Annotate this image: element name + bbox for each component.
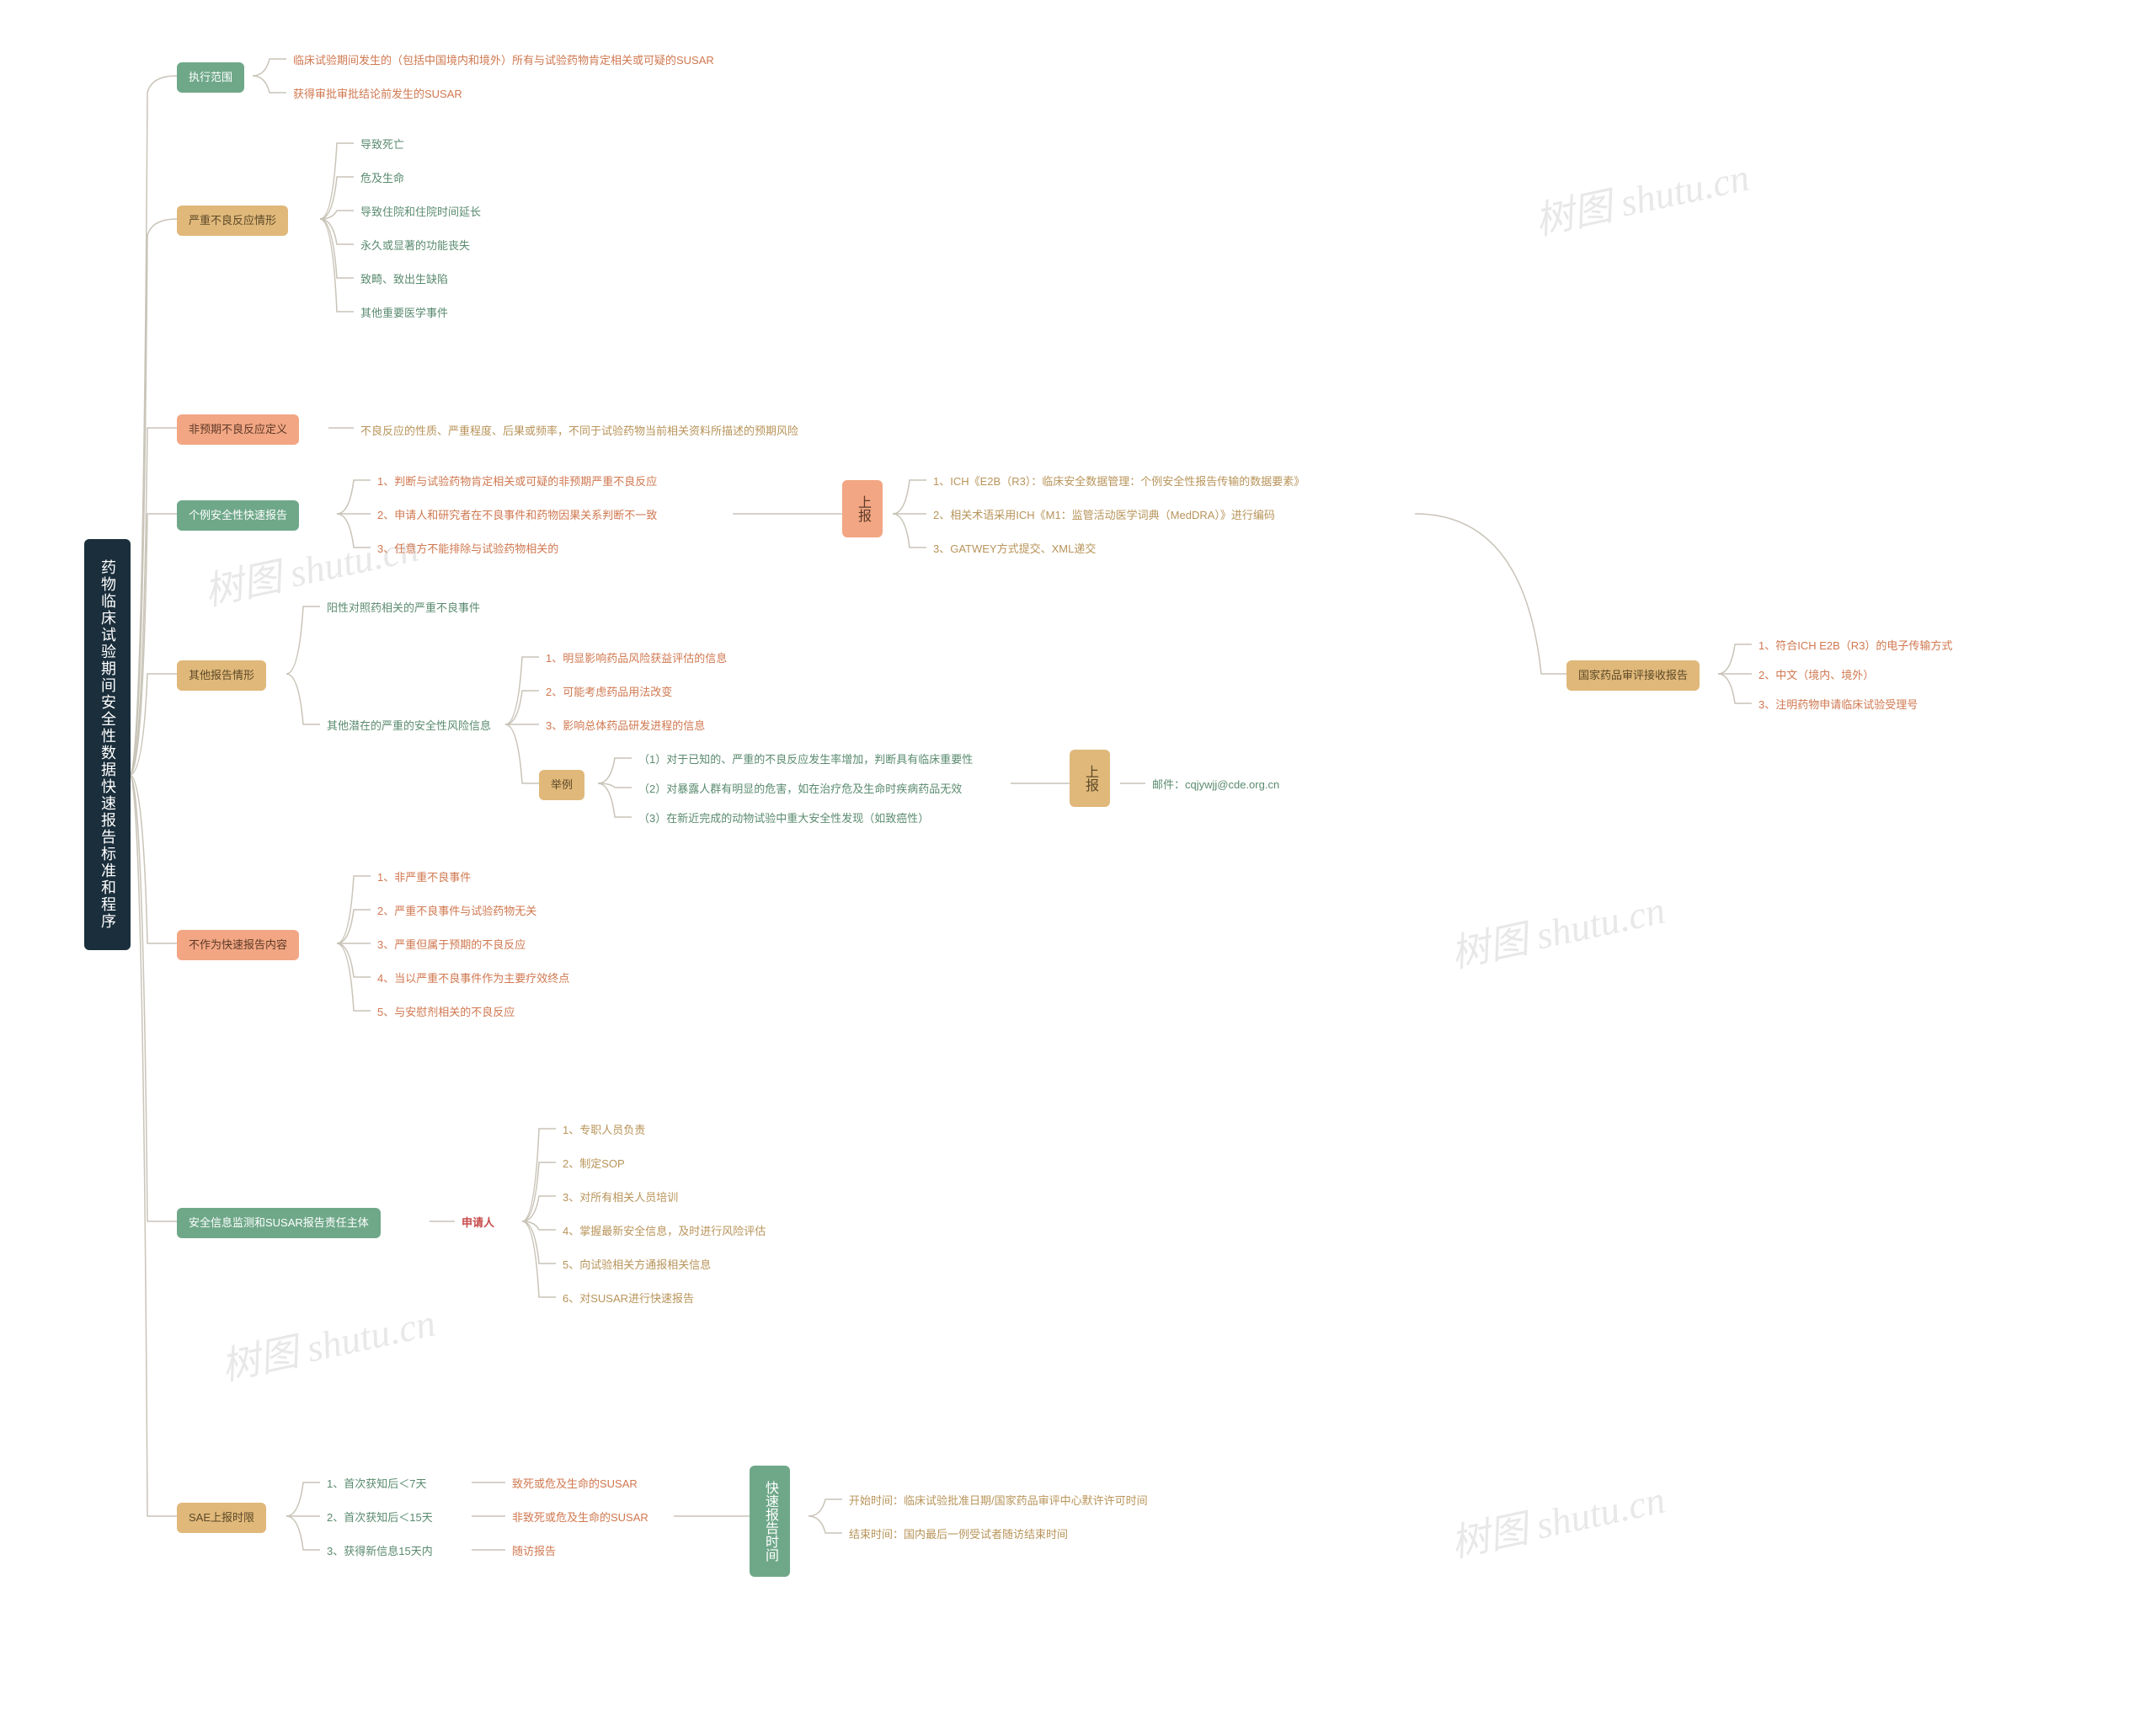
leaf: （2）对暴露人群有明显的危害，如在治疗危及生命时疾病药品无效 bbox=[632, 777, 969, 801]
leaf: 导致住院和住院时间延长 bbox=[354, 200, 488, 224]
leaf: 阳性对照药相关的严重不良事件 bbox=[320, 596, 487, 620]
leaf: 致畸、致出生缺陷 bbox=[354, 268, 455, 291]
leaf: 3、任意方不能排除与试验药物相关的 bbox=[371, 537, 565, 561]
leaf: 6、对SUSAR进行快速报告 bbox=[556, 1287, 701, 1311]
leaf: 2、相关术语采用ICH《M1：监管活动医学词典（MedDRA）》进行编码 bbox=[926, 504, 1282, 527]
connector-layer bbox=[0, 0, 2156, 1720]
leaf: 3、注明药物申请临床试验受理号 bbox=[1752, 693, 1924, 717]
branch-sae-timeline[interactable]: SAE上报时限 bbox=[177, 1503, 266, 1533]
leaf: 1、非严重不良事件 bbox=[371, 866, 478, 889]
root-node[interactable]: 药物临床试验期间安全性数据快速报告标准和程序 bbox=[84, 539, 131, 950]
leaf: 非致死或危及生命的SUSAR bbox=[505, 1506, 655, 1530]
leaf: 永久或显著的功能丧失 bbox=[354, 234, 477, 258]
branch-unexpected-adr[interactable]: 非预期不良反应定义 bbox=[177, 414, 299, 445]
leaf: 2、申请人和研究者在不良事件和药物因果关系判断不一致 bbox=[371, 504, 664, 527]
leaf: 2、首次获知后＜15天 bbox=[320, 1506, 440, 1530]
upload-node-2[interactable]: 上报 bbox=[1070, 750, 1110, 807]
example-label[interactable]: 举例 bbox=[539, 770, 584, 800]
branch-responsibility[interactable]: 安全信息监测和SUSAR报告责任主体 bbox=[177, 1208, 381, 1238]
leaf: 危及生命 bbox=[354, 167, 411, 190]
leaf: 5、向试验相关方通报相关信息 bbox=[556, 1253, 718, 1277]
leaf: 其他重要医学事件 bbox=[354, 302, 455, 325]
leaf: 4、当以严重不良事件作为主要疗效终点 bbox=[371, 967, 576, 991]
time-label[interactable]: 快速报告时间 bbox=[750, 1466, 790, 1577]
leaf: 3、严重但属于预期的不良反应 bbox=[371, 933, 532, 957]
upload-node-1[interactable]: 上报 bbox=[842, 480, 883, 537]
leaf: 2、中文（境内、境外） bbox=[1752, 664, 1881, 687]
leaf: （3）在新近完成的动物试验中重大安全性发现（如致癌性） bbox=[632, 807, 936, 831]
branch-serious-adr[interactable]: 严重不良反应情形 bbox=[177, 206, 288, 236]
branch-rx[interactable]: 国家药品审评接收报告 bbox=[1566, 660, 1700, 691]
leaf: 3、GATWEY方式提交、XML递交 bbox=[926, 537, 1102, 561]
leaf: 1、明显影响药品风险获益评估的信息 bbox=[539, 647, 734, 670]
leaf-email: 邮件：cqjywjj@cde.org.cn bbox=[1145, 773, 1286, 797]
leaf: 临床试验期间发生的（包括中国境内和境外）所有与试验药物肯定相关或可疑的SUSAR bbox=[286, 49, 721, 72]
leaf: 其他潜在的严重的安全性风险信息 bbox=[320, 714, 498, 738]
leaf: 3、获得新信息15天内 bbox=[320, 1540, 440, 1563]
leaf: 5、与安慰剂相关的不良反应 bbox=[371, 1001, 521, 1024]
leaf: 导致死亡 bbox=[354, 133, 411, 157]
leaf: 1、判断与试验药物肯定相关或可疑的非预期严重不良反应 bbox=[371, 470, 664, 494]
leaf: 2、可能考虑药品用法改变 bbox=[539, 681, 679, 704]
leaf: 2、严重不良事件与试验药物无关 bbox=[371, 900, 543, 923]
leaf: 随访报告 bbox=[505, 1540, 563, 1563]
leaf: 开始时间：临床试验批准日期/国家药品审评中心默许许可时间 bbox=[842, 1489, 1155, 1513]
leaf: 1、首次获知后＜7天 bbox=[320, 1472, 433, 1496]
branch-scope[interactable]: 执行范围 bbox=[177, 62, 244, 93]
leaf: 3、影响总体药品研发进程的信息 bbox=[539, 714, 712, 738]
branch-not-reported[interactable]: 不作为快速报告内容 bbox=[177, 930, 299, 960]
leaf: （1）对于已知的、严重的不良反应发生率增加，判断具有临床重要性 bbox=[632, 748, 979, 772]
applicant-label: 申请人 bbox=[455, 1211, 501, 1235]
leaf: 不良反应的性质、严重程度、后果或频率，不同于试验药物当前相关资料所描述的预期风险 bbox=[354, 419, 805, 443]
leaf: 致死或危及生命的SUSAR bbox=[505, 1472, 644, 1496]
leaf: 2、制定SOP bbox=[556, 1152, 632, 1176]
leaf: 结束时间：国内最后一例受试者随访结束时间 bbox=[842, 1523, 1075, 1546]
leaf: 1、符合ICH E2B（R3）的电子传输方式 bbox=[1752, 634, 1959, 658]
leaf: 1、ICH《E2B（R3）：临床安全数据管理：个例安全性报告传输的数据要素》 bbox=[926, 470, 1311, 494]
leaf: 4、掌握最新安全信息，及时进行风险评估 bbox=[556, 1220, 772, 1243]
leaf: 1、专职人员负责 bbox=[556, 1119, 652, 1142]
leaf: 获得审批审批结论前发生的SUSAR bbox=[286, 83, 469, 106]
branch-other-reports[interactable]: 其他报告情形 bbox=[177, 660, 266, 691]
leaf: 3、对所有相关人员培训 bbox=[556, 1186, 685, 1210]
branch-individual-report[interactable]: 个例安全性快速报告 bbox=[177, 500, 299, 531]
